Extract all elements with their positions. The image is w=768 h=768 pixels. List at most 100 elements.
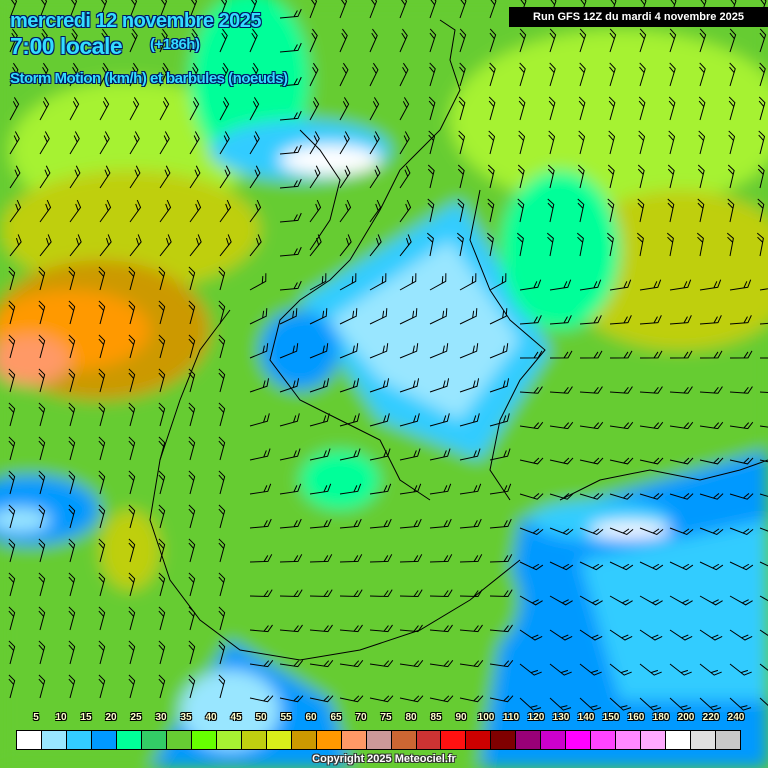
legend-label: 40	[205, 712, 217, 723]
wind-barb-icon	[729, 595, 753, 606]
wind-barb-icon	[219, 131, 230, 155]
wind-barb-icon	[159, 28, 168, 53]
wind-barb-icon	[609, 279, 632, 291]
wind-barb-icon	[518, 96, 526, 121]
wind-barb-icon	[339, 483, 362, 495]
wind-barb-icon	[429, 413, 450, 427]
wind-barb-icon	[218, 572, 226, 597]
wind-barb-icon	[669, 561, 694, 571]
wind-barb-icon	[279, 554, 303, 563]
wind-barb-icon	[459, 554, 483, 563]
wind-barb-icon	[159, 165, 171, 189]
wind-barb-icon	[399, 199, 412, 223]
wind-barb-icon	[369, 624, 393, 633]
wind-barb-icon	[8, 436, 16, 461]
wind-barb-icon	[369, 343, 389, 359]
wind-barb-icon	[188, 606, 196, 631]
wind-barb-icon	[699, 697, 722, 711]
wind-barb-icon	[129, 0, 138, 19]
wind-barb-icon	[38, 402, 46, 427]
wind-barb-icon	[639, 315, 662, 325]
wind-barb-icon	[517, 198, 525, 223]
legend-label: 30	[155, 712, 167, 723]
wind-barb-icon	[8, 572, 16, 597]
wind-barb-icon	[218, 538, 226, 563]
wind-barb-icon	[68, 436, 76, 461]
wind-barb-icon	[639, 386, 663, 394]
legend-label: 80	[405, 712, 417, 723]
wind-barb-icon	[98, 402, 106, 427]
wind-barb-icon	[459, 695, 484, 703]
wind-barb-icon	[399, 343, 419, 359]
wind-barb-icon	[279, 448, 301, 461]
wind-barb-icon	[159, 234, 172, 257]
wind-barb-icon	[309, 589, 333, 598]
wind-barb-icon	[339, 554, 363, 563]
legend-label: 110	[502, 712, 520, 723]
legend-label: 140	[577, 712, 595, 723]
wind-barb-icon	[699, 527, 724, 536]
wind-barb-icon	[98, 368, 106, 393]
wind-barb-icon	[726, 232, 734, 257]
wind-barb-icon	[189, 131, 200, 155]
wind-barb-icon	[577, 198, 585, 223]
wind-barb-icon	[429, 28, 437, 53]
wind-barb-icon	[158, 572, 166, 597]
wind-barb-icon	[639, 629, 663, 641]
wind-barb-icon	[489, 378, 510, 393]
wind-barb-icon	[8, 368, 16, 393]
wind-barb-icon	[489, 518, 512, 529]
wind-barb-icon	[666, 232, 674, 257]
wind-barb-icon	[38, 674, 46, 699]
wind-barb-icon	[188, 538, 196, 563]
wind-barb-icon	[399, 483, 422, 495]
wind-barb-icon	[399, 308, 418, 325]
wind-barb-icon	[9, 165, 21, 189]
wind-barb-icon	[68, 572, 76, 597]
wind-barb-icon	[339, 62, 349, 87]
wind-barb-icon	[669, 386, 693, 394]
wind-barb-icon	[249, 448, 271, 461]
wind-barb-icon	[639, 595, 663, 606]
wind-barb-icon	[579, 595, 603, 606]
wind-barb-icon	[547, 198, 555, 223]
wind-barb-icon	[309, 0, 318, 19]
wind-barb-icon	[9, 0, 18, 19]
wind-barb-icon	[429, 378, 450, 393]
wind-barb-icon	[429, 554, 453, 563]
wind-barb-icon	[249, 199, 262, 223]
wind-barb-icon	[218, 402, 226, 427]
wind-barb-icon	[549, 315, 572, 325]
wind-barb-icon	[609, 527, 634, 536]
wind-barb-icon	[99, 97, 110, 121]
wind-barb-icon	[639, 663, 662, 676]
wind-barb-icon	[729, 315, 752, 325]
wind-barb-icon	[159, 131, 170, 155]
wind-barb-icon	[399, 554, 423, 563]
wind-barb-icon	[38, 572, 46, 597]
wind-barb-icon	[699, 629, 723, 641]
wind-barb-icon	[9, 97, 20, 121]
wind-barb-icon	[68, 402, 76, 427]
wind-barb-icon	[729, 28, 737, 53]
wind-barb-icon	[8, 504, 16, 529]
legend-swatch	[516, 731, 542, 749]
wind-barb-icon	[98, 640, 106, 665]
wind-barb-icon	[38, 300, 46, 325]
legend-swatch	[166, 731, 192, 749]
wind-barb-icon	[339, 695, 364, 703]
wind-barb-icon	[459, 0, 467, 19]
wind-barb-icon	[249, 659, 274, 668]
wind-barb-icon	[639, 421, 664, 430]
wind-barb-icon	[579, 62, 586, 87]
wind-barb-icon	[309, 165, 321, 189]
legend-label: 220	[702, 712, 720, 723]
wind-barb-icon	[609, 561, 634, 571]
legend-label: 200	[677, 712, 695, 723]
wind-barb-icon	[429, 659, 454, 668]
legend-swatch	[366, 731, 392, 749]
wind-barb-icon	[249, 343, 269, 359]
wind-barb-icon	[339, 308, 358, 325]
wind-barb-icon	[487, 198, 495, 223]
wind-barb-icon	[189, 234, 202, 257]
